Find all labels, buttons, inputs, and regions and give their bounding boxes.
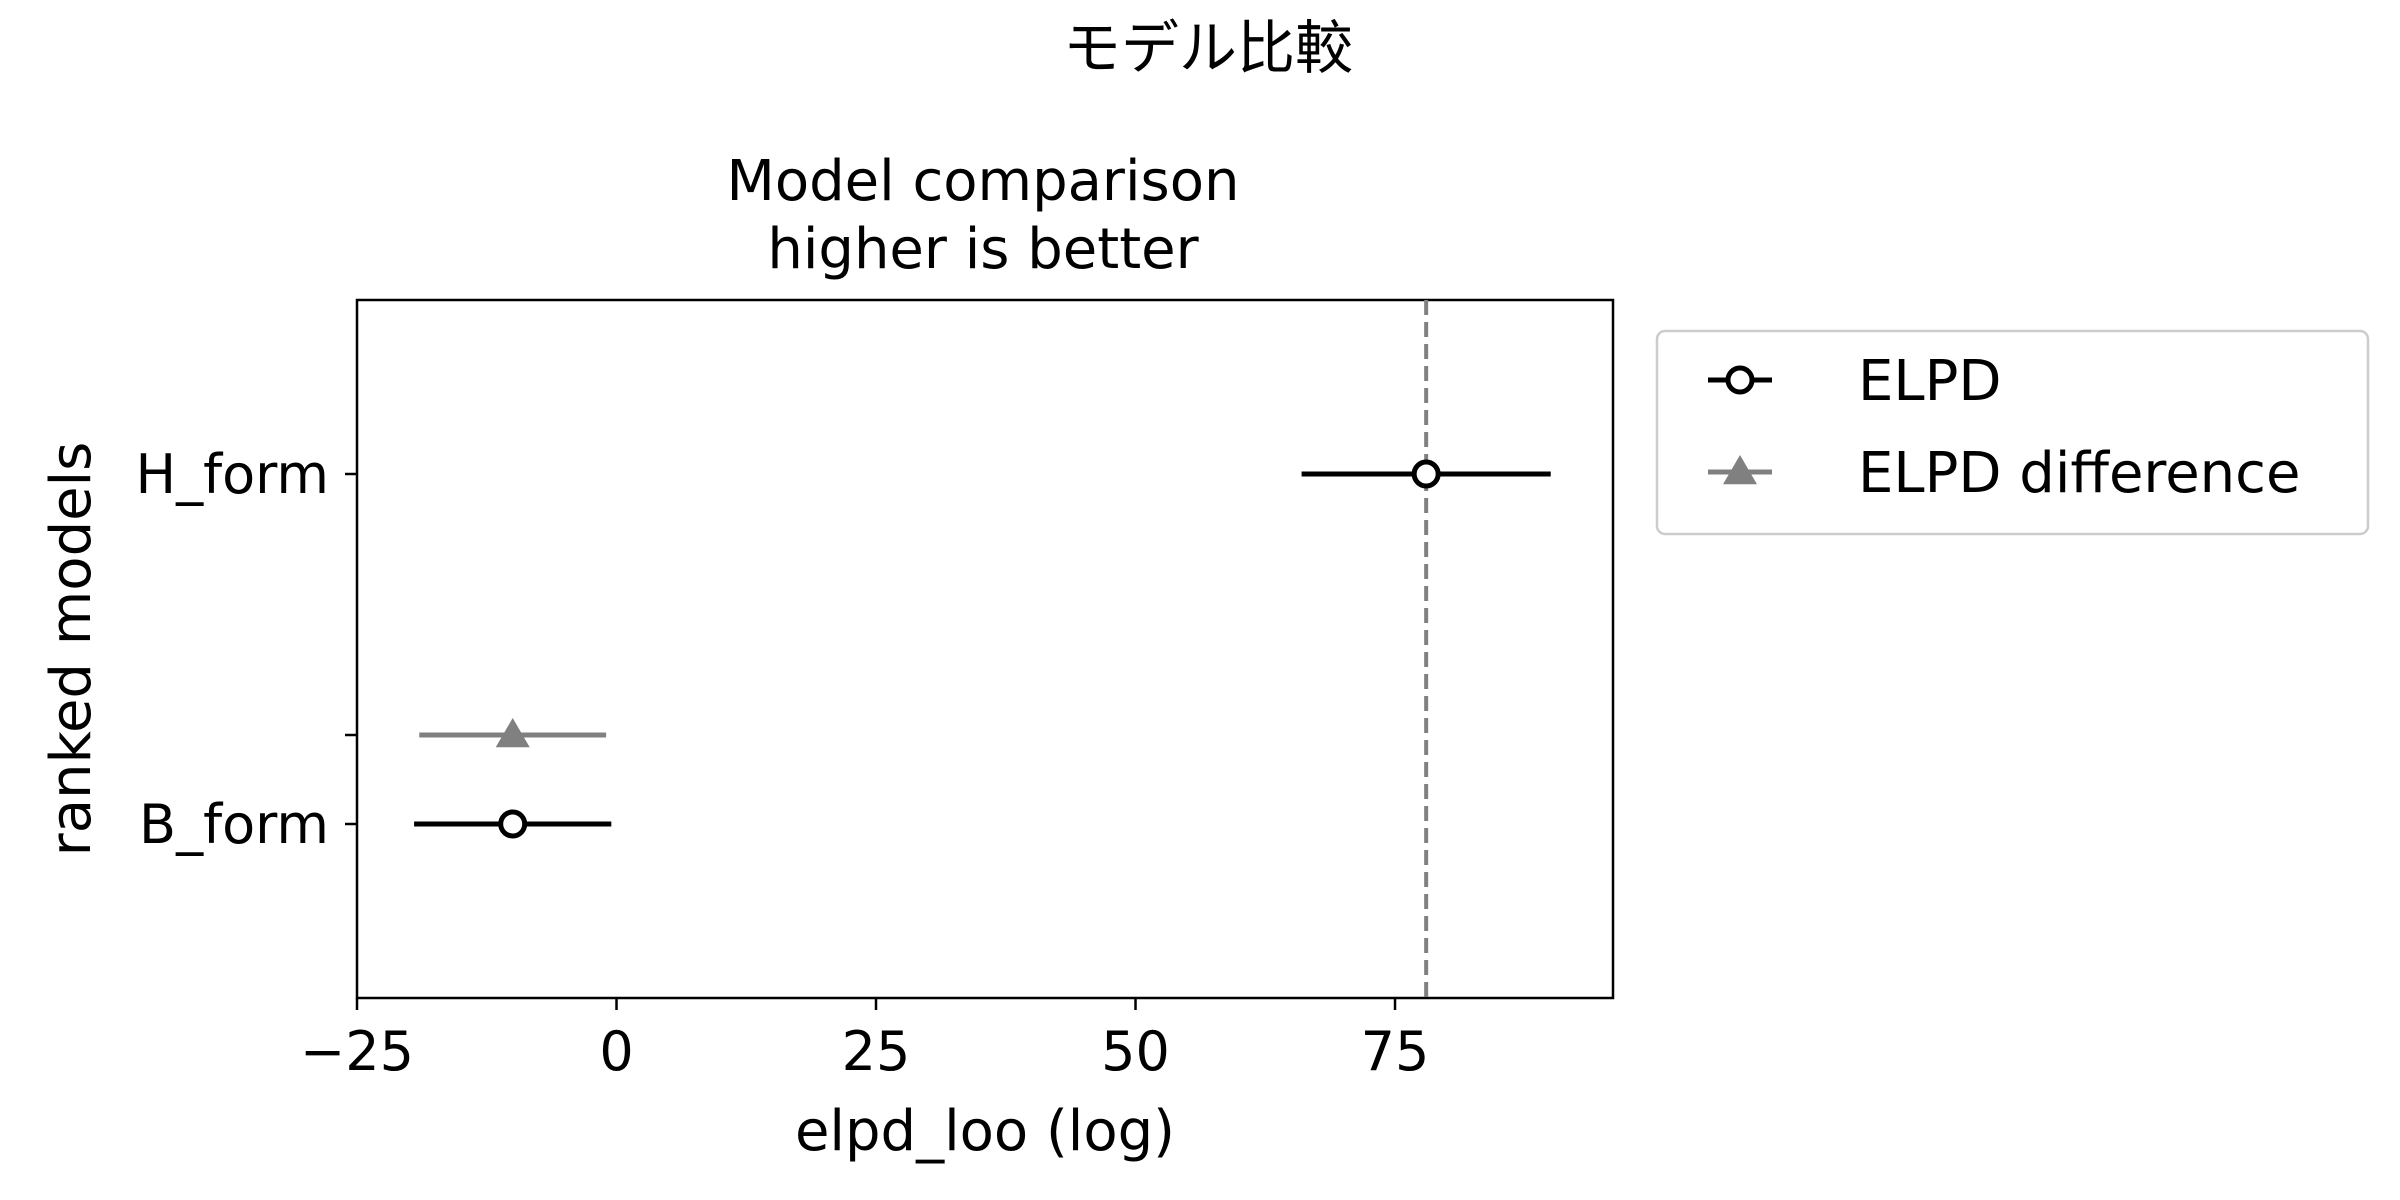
elpd-point-b-form: [498, 809, 528, 839]
plot-area: −25 0 25 50 75 H_form B_form: [135, 298, 1615, 1083]
x-axis-ticks: −25 0 25 50 75: [300, 998, 1429, 1083]
axes-title-line-1: Model comparison: [727, 149, 1240, 214]
y-tick-label-b-form: B_form: [139, 793, 329, 856]
x-tick-label: 25: [842, 1020, 911, 1083]
x-tick-label: 0: [599, 1020, 633, 1083]
elpd-difference-point-b-form: [495, 718, 530, 748]
elpd-point-h-form: [1411, 459, 1441, 489]
legend-marker-elpd-difference: [1723, 455, 1757, 485]
legend-frame: [1655, 329, 2370, 536]
plot-frame: [355, 298, 1615, 1000]
chart-marks: [414, 300, 1551, 998]
x-tick-label: 50: [1101, 1020, 1170, 1083]
y-axis-ticks: H_form B_form: [135, 443, 357, 856]
x-tick-label: 75: [1361, 1020, 1430, 1083]
x-axis-label: elpd_loo (log): [795, 1099, 1175, 1164]
figure-suptitle: モデル比較: [1063, 14, 1353, 82]
legend: ELPD ELPD difference: [1655, 329, 2370, 536]
y-tick-label-h-form: H_form: [135, 443, 329, 506]
x-tick-label: −25: [300, 1020, 414, 1083]
axes-title-line-2: higher is better: [767, 217, 1199, 282]
legend-label-elpd: ELPD: [1858, 349, 2001, 414]
legend-marker-elpd: [1725, 365, 1755, 395]
legend-label-elpd-difference: ELPD difference: [1858, 441, 2300, 506]
y-axis-label: ranked models: [39, 442, 104, 857]
